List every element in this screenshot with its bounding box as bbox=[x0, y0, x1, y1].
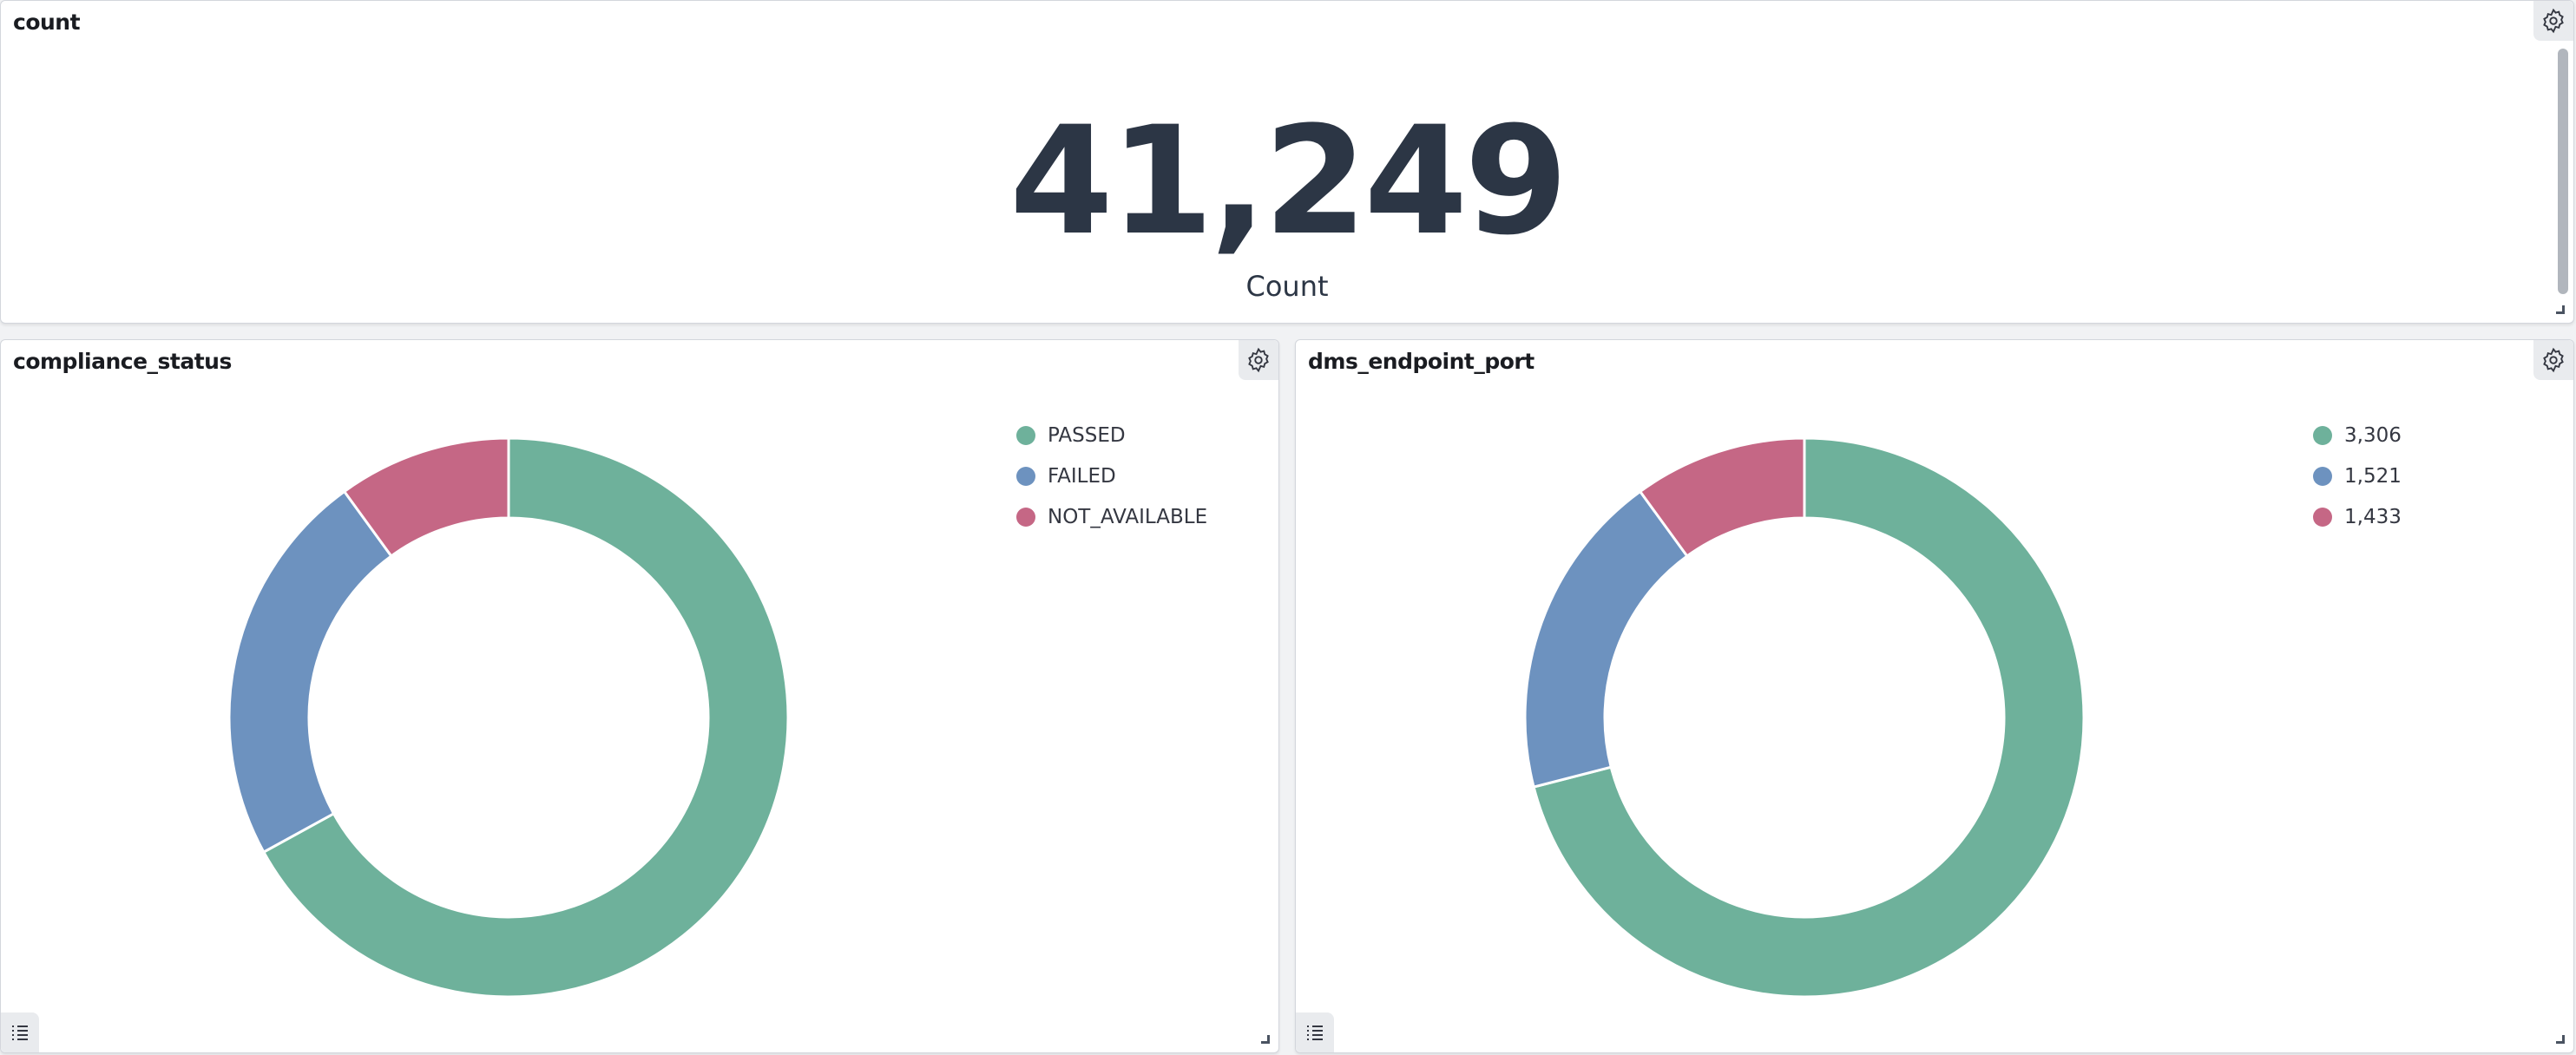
legend-label: PASSED bbox=[1048, 423, 1126, 447]
resize-handle[interactable] bbox=[2556, 1035, 2565, 1044]
list-icon bbox=[12, 1026, 28, 1040]
donut-chart bbox=[227, 436, 790, 999]
legend-dot bbox=[1016, 507, 1035, 527]
panel-settings-button[interactable] bbox=[2533, 340, 2573, 380]
gear-icon bbox=[1248, 347, 1269, 373]
legend-dot bbox=[1016, 466, 1035, 486]
gear-icon bbox=[2543, 8, 2564, 34]
gear-icon bbox=[2543, 347, 2564, 373]
donut-slice-not-available[interactable] bbox=[342, 436, 510, 559]
compliance-status-panel: compliance_status PASSED FAILED NOT_AVAI… bbox=[0, 339, 1279, 1053]
toggle-legend-button[interactable] bbox=[1, 1012, 39, 1052]
legend-item[interactable]: NOT_AVAILABLE bbox=[1016, 496, 1207, 537]
panel-title: compliance_status bbox=[13, 349, 232, 374]
panel-settings-button[interactable] bbox=[1239, 340, 1278, 380]
donut-slice-3-306[interactable] bbox=[1532, 436, 2086, 999]
resize-handle[interactable] bbox=[2556, 305, 2565, 314]
donut-slice-1-521[interactable] bbox=[1523, 489, 1689, 789]
donut-slice-passed[interactable] bbox=[261, 436, 790, 999]
donut-slice-failed[interactable] bbox=[227, 489, 393, 855]
legend-dot bbox=[2313, 466, 2332, 486]
legend-item[interactable]: FAILED bbox=[1016, 455, 1207, 496]
legend-label: 3,306 bbox=[2344, 423, 2402, 447]
donut-slice-1-433[interactable] bbox=[1638, 436, 1806, 559]
legend-label: NOT_AVAILABLE bbox=[1048, 505, 1208, 528]
resize-handle[interactable] bbox=[1261, 1035, 1270, 1044]
chart-legend: PASSED FAILED NOT_AVAILABLE bbox=[1016, 415, 1207, 537]
panel-title: dms_endpoint_port bbox=[1308, 349, 1534, 374]
metric-value: 41,249 bbox=[1009, 94, 1568, 268]
panel-title: count bbox=[13, 10, 81, 35]
legend-label: 1,433 bbox=[2344, 505, 2402, 528]
legend-item[interactable]: 1,521 bbox=[2313, 455, 2402, 496]
legend-label: 1,521 bbox=[2344, 464, 2402, 488]
list-icon bbox=[1307, 1026, 1323, 1040]
toggle-legend-button[interactable] bbox=[1296, 1012, 1334, 1052]
legend-dot bbox=[2313, 425, 2332, 445]
chart-legend: 3,306 1,521 1,433 bbox=[2313, 415, 2402, 537]
metric-label: Count bbox=[1245, 270, 1329, 303]
donut-chart bbox=[1523, 436, 2086, 999]
legend-dot bbox=[1016, 425, 1035, 445]
legend-item[interactable]: 3,306 bbox=[2313, 415, 2402, 455]
legend-item[interactable]: 1,433 bbox=[2313, 496, 2402, 537]
count-panel: count 41,249 Count bbox=[0, 0, 2574, 324]
legend-item[interactable]: PASSED bbox=[1016, 415, 1207, 455]
legend-dot bbox=[2313, 507, 2332, 527]
scrollbar[interactable] bbox=[2558, 49, 2568, 294]
panel-settings-button[interactable] bbox=[2533, 1, 2573, 41]
dms-endpoint-port-panel: dms_endpoint_port 3,306 1,521 1,433 bbox=[1295, 339, 2574, 1053]
legend-label: FAILED bbox=[1048, 464, 1116, 488]
